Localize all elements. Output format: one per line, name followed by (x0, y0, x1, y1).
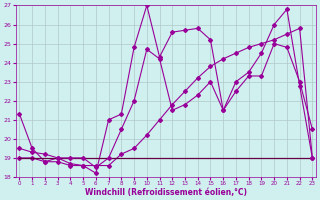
X-axis label: Windchill (Refroidissement éolien,°C): Windchill (Refroidissement éolien,°C) (85, 188, 247, 197)
